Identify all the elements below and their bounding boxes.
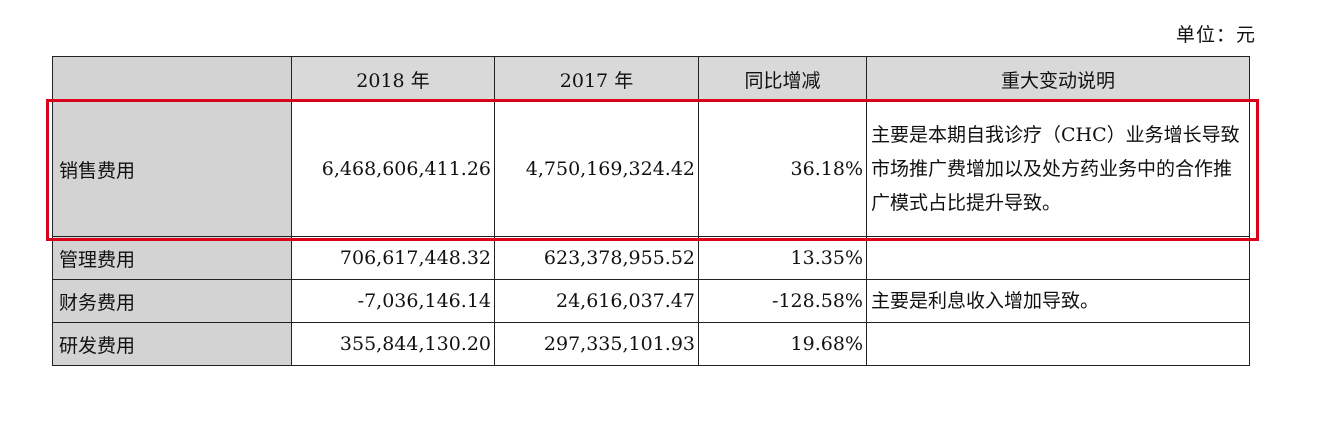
cell-note: 主要是利息收入增加导致。 <box>866 279 1250 323</box>
cell-note <box>866 322 1250 366</box>
cell-2017: 24,616,037.47 <box>494 279 699 323</box>
cell-2017: 623,378,955.52 <box>494 236 699 280</box>
cell-note: 主要是本期自我诊疗（CHC）业务增长导致市场推广费增加以及处方药业务中的合作推广… <box>866 101 1250 237</box>
header-major-change-note: 重大变动说明 <box>866 56 1250 102</box>
cell-note <box>866 236 1250 280</box>
table-row: 销售费用 6,468,606,411.26 4,750,169,324.42 3… <box>52 101 1250 237</box>
cell-2017: 297,335,101.93 <box>494 322 699 366</box>
row-label-finance-expense: 财务费用 <box>52 279 292 323</box>
table-row: 研发费用 355,844,130.20 297,335,101.93 19.68… <box>52 322 1250 366</box>
header-corner <box>52 56 292 102</box>
header-2017: 2017 年 <box>494 56 699 102</box>
row-label-admin-expense: 管理费用 <box>52 236 292 280</box>
cell-change: 36.18% <box>698 101 867 237</box>
cell-2017: 4,750,169,324.42 <box>494 101 699 237</box>
cell-2018: 6,468,606,411.26 <box>291 101 495 237</box>
row-label-selling-expense: 销售费用 <box>52 101 292 237</box>
table-row: 管理费用 706,617,448.32 623,378,955.52 13.35… <box>52 236 1250 280</box>
cell-change: -128.58% <box>698 279 867 323</box>
cell-2018: 355,844,130.20 <box>291 322 495 366</box>
header-yoy-change: 同比增减 <box>698 56 867 102</box>
cell-change: 13.35% <box>698 236 867 280</box>
cell-change: 19.68% <box>698 322 867 366</box>
expense-table: 2018 年 2017 年 同比增减 重大变动说明 销售费用 6,468,606… <box>52 56 1250 366</box>
row-label-rnd-expense: 研发费用 <box>52 322 292 366</box>
table-header-row: 2018 年 2017 年 同比增减 重大变动说明 <box>52 56 1250 102</box>
unit-label: 单位：元 <box>1175 24 1256 46</box>
header-2018: 2018 年 <box>291 56 495 102</box>
cell-2018: 706,617,448.32 <box>291 236 495 280</box>
table-row: 财务费用 -7,036,146.14 24,616,037.47 -128.58… <box>52 279 1250 323</box>
cell-2018: -7,036,146.14 <box>291 279 495 323</box>
